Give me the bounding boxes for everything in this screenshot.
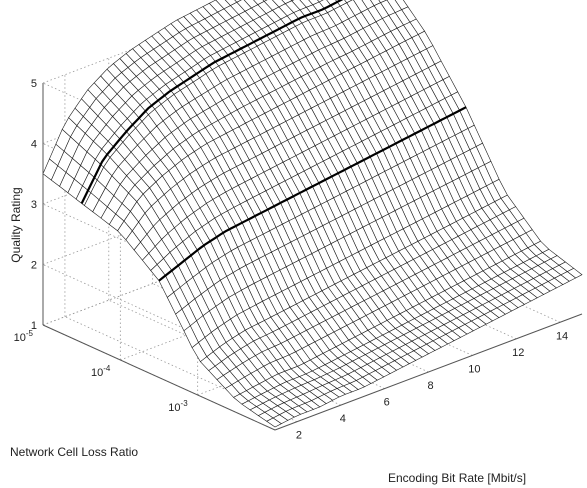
floor-gridline: [108, 299, 341, 406]
z-tick-label: 5: [31, 78, 37, 90]
x-axis-title: Encoding Bit Rate [Mbit/s]: [388, 471, 526, 485]
y-axis-title: Network Cell Loss Ratio: [10, 445, 138, 459]
z-axis-title: Quality Rating: [9, 187, 23, 262]
z-tick-label: 2: [31, 260, 37, 272]
surface-cell: [266, 417, 282, 428]
surface-highlight-line: [80, 0, 344, 204]
side-wall-gridline: [42, 203, 276, 310]
surface-layer: [42, 0, 583, 428]
z-tick-label: 4: [31, 139, 37, 151]
y-tick-label: 10-3: [168, 399, 188, 414]
side-wall-gridline: [42, 264, 276, 370]
x-tick-label: 14: [556, 330, 568, 342]
floor-gridline: [64, 316, 298, 423]
y-tick-exponent: -3: [181, 399, 189, 408]
x-tick-label: 2: [296, 430, 302, 442]
y-tick-label: 10-4: [91, 364, 111, 379]
y-axis-line: [42, 324, 276, 431]
x-tick-label: 12: [512, 347, 524, 359]
axes-layer: [42, 83, 583, 431]
x-tick-label: 10: [468, 363, 480, 375]
z-tick-label: 1: [31, 320, 37, 332]
y-tick-label: 10-5: [14, 329, 34, 344]
x-tick-label: 6: [384, 397, 390, 409]
x-tick-label: 8: [427, 380, 433, 392]
x-tick-label: 4: [340, 413, 346, 425]
x-axis-line: [274, 313, 583, 431]
y-tick-exponent: -4: [103, 364, 111, 373]
z-tick-label: 3: [31, 199, 37, 211]
surface-highlight-line: [158, 106, 467, 282]
y-tick-exponent: -5: [26, 329, 34, 338]
